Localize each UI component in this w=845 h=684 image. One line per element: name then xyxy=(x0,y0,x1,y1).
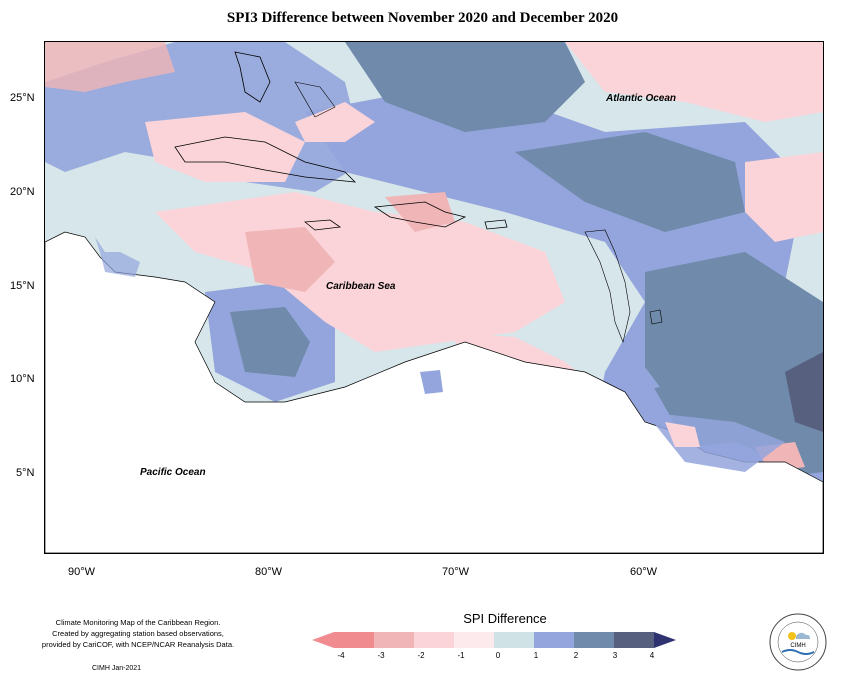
legend-arrow-high xyxy=(654,632,676,648)
lat-tick-15n: 15°N xyxy=(10,280,35,292)
lat-tick-20n: 20°N xyxy=(10,186,35,198)
legend-label-0: 0 xyxy=(495,651,501,660)
logo-text: CIMH xyxy=(790,643,805,649)
sun-icon xyxy=(788,632,796,640)
lat-tick-5n: 5°N xyxy=(16,467,35,479)
legend-label-3: 3 xyxy=(612,651,618,660)
lon-tick-70w: 70°W xyxy=(442,566,470,578)
lon-tick-90w: 90°W xyxy=(68,566,96,578)
legend-label-m4: -4 xyxy=(337,651,345,660)
cloud-icon xyxy=(796,632,810,639)
cimh-logo: CIMH xyxy=(769,613,827,671)
legend-arrow-low xyxy=(312,632,334,648)
legend-label-4: 4 xyxy=(649,651,655,660)
credit-stamp: CIMH Jan-2021 xyxy=(92,665,142,672)
pacific-ocean-label: Pacific Ocean xyxy=(140,467,206,478)
legend-swatch-2 xyxy=(374,632,414,648)
legend-swatch-8 xyxy=(614,632,654,648)
legend-swatch-1 xyxy=(334,632,374,648)
map-area xyxy=(44,41,824,554)
legend-swatch-3 xyxy=(414,632,454,648)
legend-label-2: 2 xyxy=(573,651,579,660)
legend-label-m1: -1 xyxy=(457,651,465,660)
legend-swatch-4 xyxy=(454,632,494,648)
legend-title: SPI Difference xyxy=(463,611,547,626)
lon-tick-80w: 80°W xyxy=(255,566,283,578)
legend-swatch-6 xyxy=(534,632,574,648)
wave-icon xyxy=(781,649,815,655)
credit-line-3: provided by CariCOF, with NCEP/NCAR Rean… xyxy=(41,640,235,649)
legend-colorbar xyxy=(312,632,676,648)
legend-label-m3: -3 xyxy=(377,651,385,660)
lat-tick-10n: 10°N xyxy=(10,373,35,385)
caribbean-sea-label: Caribbean Sea xyxy=(326,281,396,292)
atlantic-ocean-label: Atlantic Ocean xyxy=(606,93,677,104)
credit-line-1: Climate Monitoring Map of the Caribbean … xyxy=(55,618,221,627)
credit-line-2: Created by aggregating station based obs… xyxy=(52,629,224,638)
lat-tick-25n: 25°N xyxy=(10,92,35,104)
legend-label-1: 1 xyxy=(533,651,539,660)
map-title: SPI3 Difference between November 2020 an… xyxy=(226,10,619,26)
legend-label-m2: -2 xyxy=(417,651,425,660)
legend-swatch-5 xyxy=(494,632,534,648)
credit-text: Climate Monitoring Map of the Caribbean … xyxy=(28,617,248,650)
lon-tick-60w: 60°W xyxy=(630,566,658,578)
spi-field-map xyxy=(45,42,823,553)
legend-swatch-7 xyxy=(574,632,614,648)
